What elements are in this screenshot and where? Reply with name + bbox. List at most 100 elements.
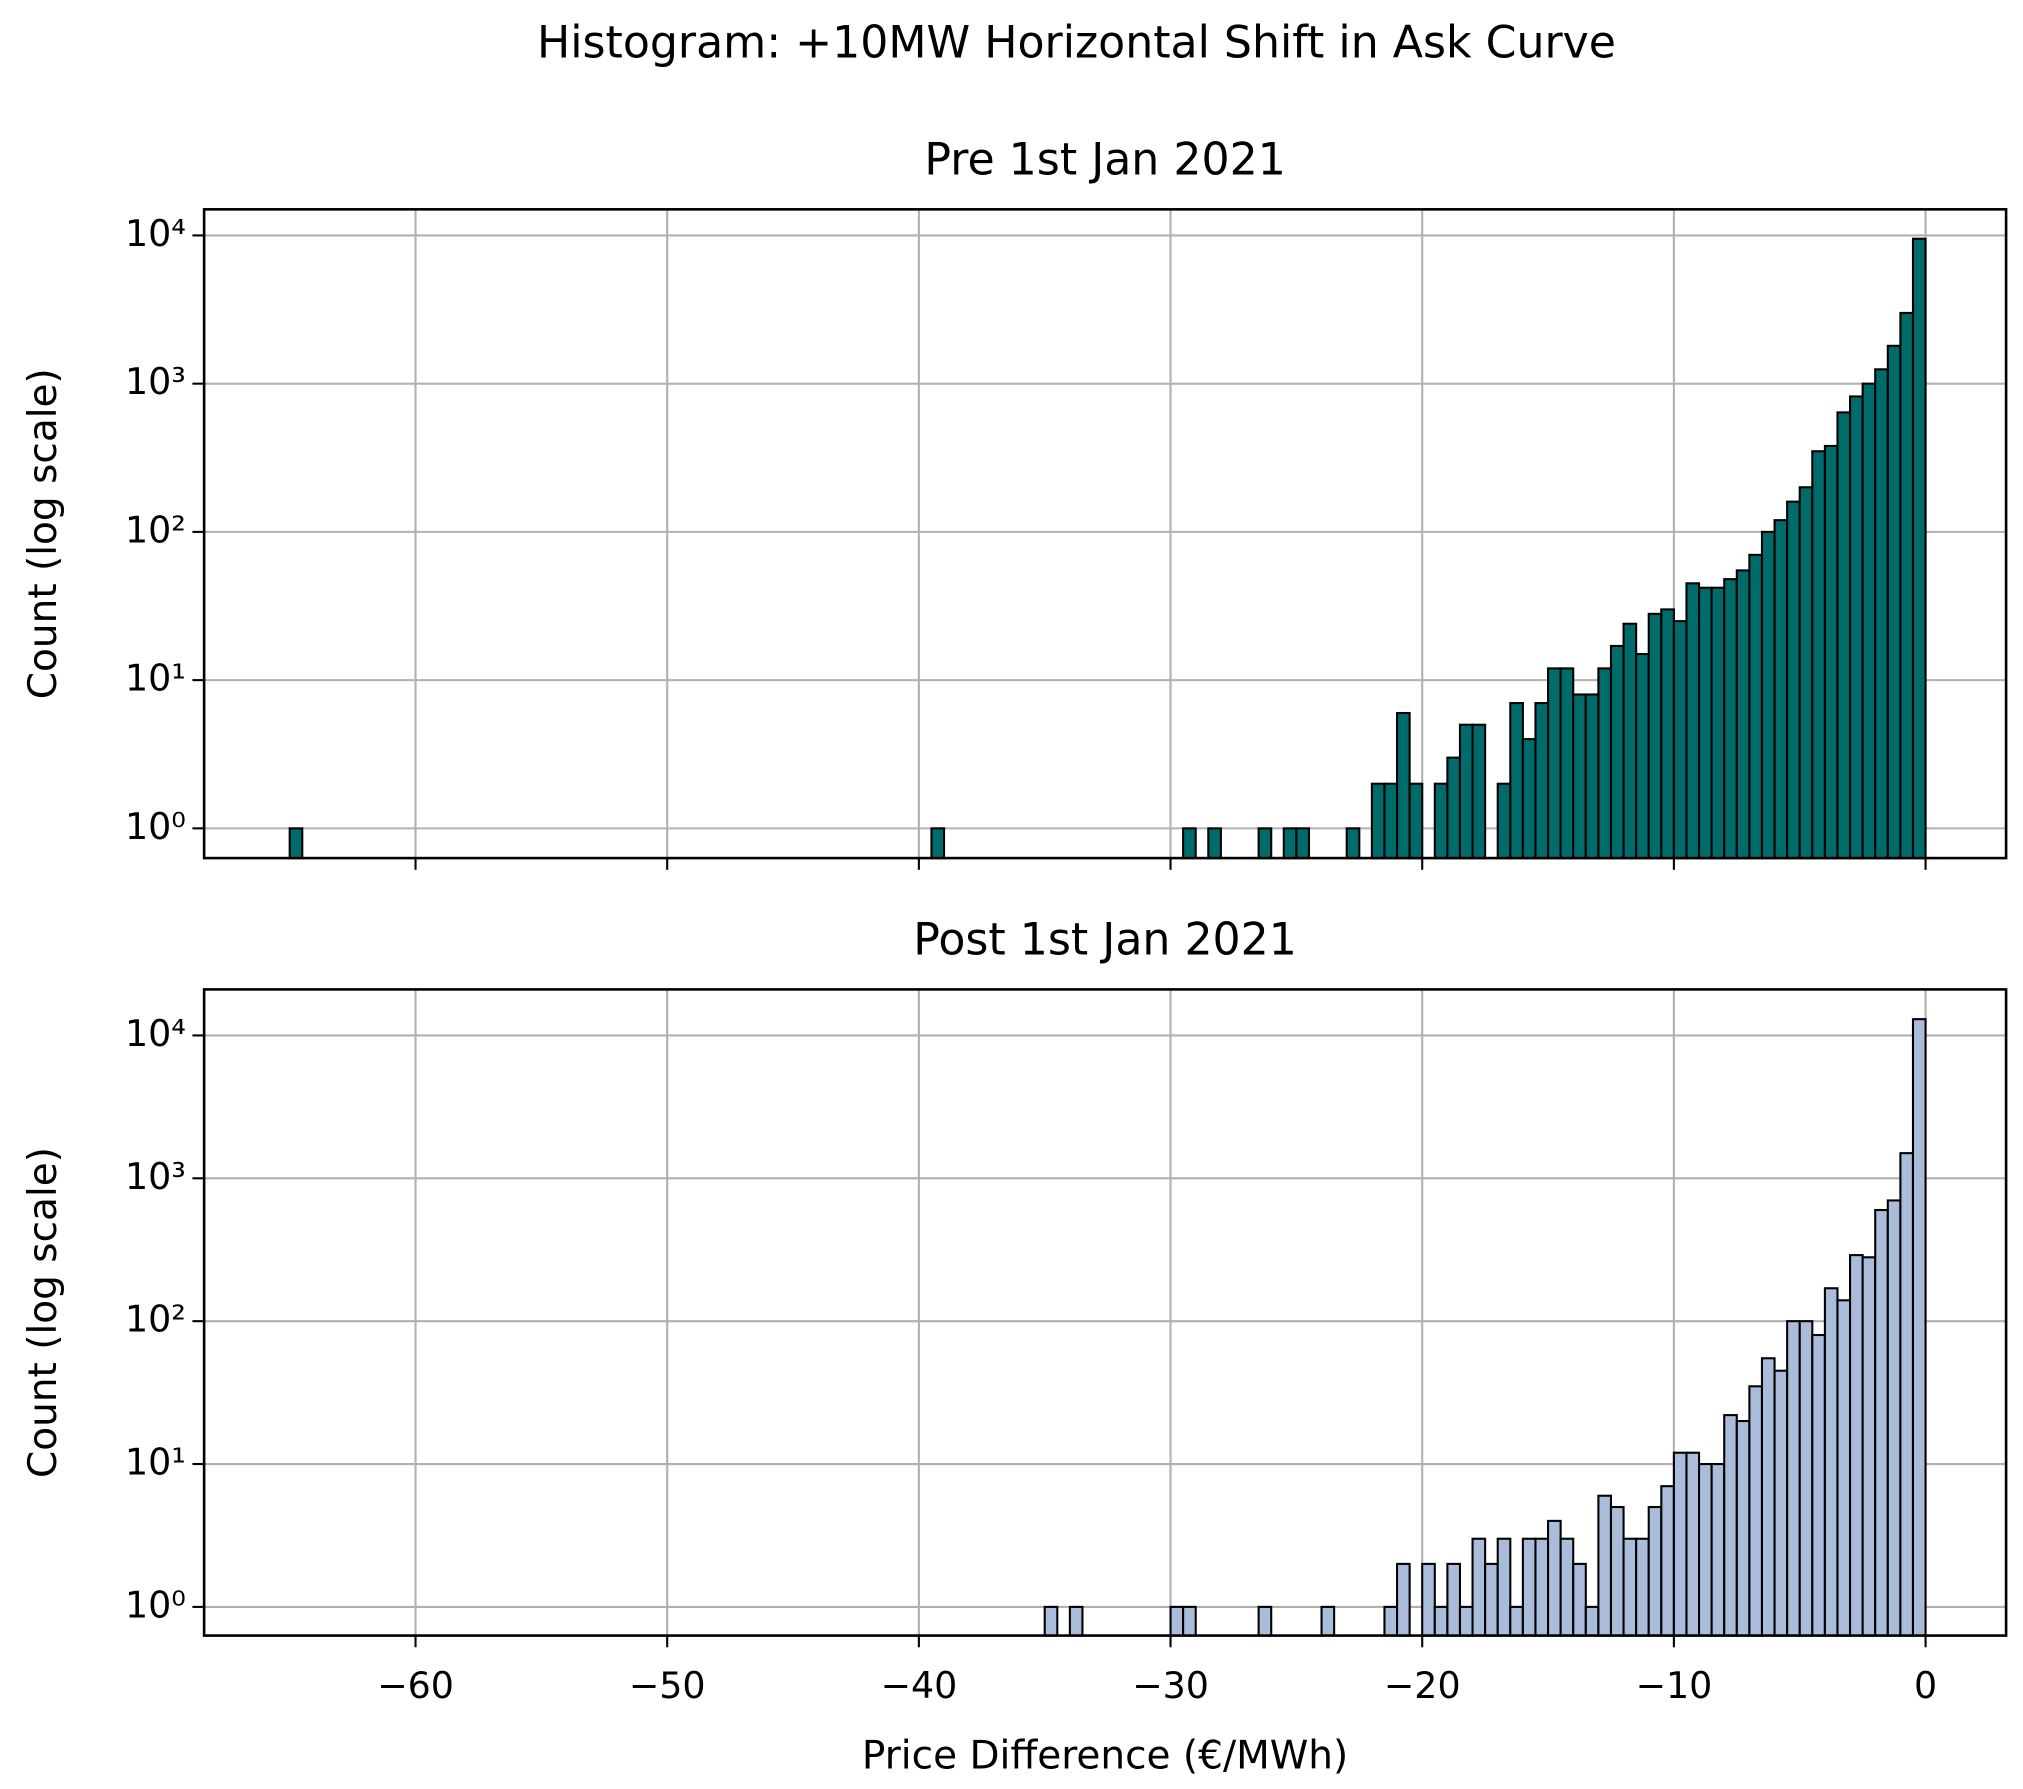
histogram-bar	[1547, 1519, 1562, 1637]
histogram-bar	[1660, 608, 1675, 860]
histogram-bar	[1861, 382, 1877, 860]
histogram-bar	[1911, 237, 1927, 860]
histogram-bar	[1433, 782, 1449, 860]
histogram-bar	[1396, 711, 1411, 860]
x-tick-label: 0	[1914, 1664, 1937, 1707]
histogram-bar	[1660, 1485, 1675, 1637]
panel-title: Post 1st Jan 2021	[913, 915, 1297, 966]
histogram-bar	[1748, 553, 1764, 860]
histogram-bar	[1849, 395, 1864, 860]
x-tick-label: −40	[880, 1664, 957, 1707]
x-tick-label: −10	[1635, 1664, 1712, 1707]
histogram-bar	[288, 827, 304, 860]
histogram-bar	[1672, 1451, 1688, 1637]
histogram-bar	[1433, 1605, 1449, 1637]
histogram-bar	[1320, 1605, 1336, 1637]
histogram-bar	[1408, 782, 1424, 860]
histogram-bar	[1446, 756, 1462, 860]
axes-frame	[202, 208, 2008, 860]
histogram-bar	[1584, 693, 1600, 860]
x-tick-label: −30	[1132, 1664, 1209, 1707]
histogram-bar	[1609, 1506, 1625, 1637]
y-tick-label: 10¹	[125, 657, 186, 700]
histogram-bar	[1484, 1562, 1499, 1637]
y-tick-label: 10⁴	[125, 1012, 186, 1055]
histogram-bar	[1899, 311, 1915, 860]
histogram-bar	[1836, 411, 1852, 860]
histogram-bar	[1421, 1562, 1436, 1637]
histogram-bar	[1849, 1254, 1864, 1637]
axes-frame	[202, 988, 2008, 1637]
histogram-bar	[930, 827, 946, 860]
x-tick-label: −50	[629, 1664, 706, 1707]
histogram-bar	[1471, 723, 1487, 860]
y-tick-label: 10³	[125, 360, 186, 403]
histogram-bar	[1773, 1369, 1789, 1637]
histogram-bar	[1685, 582, 1701, 860]
histogram-bar	[1698, 1463, 1713, 1637]
histogram-bar	[1823, 1287, 1839, 1637]
histogram-bar	[1635, 652, 1650, 860]
histogram-bar	[1899, 1152, 1915, 1637]
histogram-bar	[1509, 702, 1524, 860]
y-tick-label: 10⁴	[125, 212, 186, 255]
histogram-bar	[1496, 1537, 1512, 1637]
histogram-bar	[1723, 578, 1738, 860]
histogram-bar	[1773, 519, 1789, 860]
y-tick-label: 10⁰	[125, 1583, 186, 1626]
histogram-bar	[1811, 450, 1826, 860]
histogram-bar	[1622, 1537, 1638, 1637]
y-tick-label: 10²	[125, 508, 186, 551]
panel-title: Pre 1st Jan 2021	[924, 135, 1285, 186]
histogram-bar	[1572, 693, 1587, 860]
histogram-bar	[1685, 1451, 1701, 1637]
histogram-bar	[1647, 612, 1663, 860]
histogram-bar	[1874, 1208, 1889, 1637]
histogram-bar	[1257, 1605, 1273, 1637]
histogram-bar	[1370, 782, 1386, 860]
histogram-bar	[1521, 1537, 1537, 1637]
histogram-bar	[1521, 738, 1537, 860]
histogram-bar	[1383, 782, 1399, 860]
histogram-bar	[1182, 1605, 1197, 1637]
histogram-bar	[1723, 1414, 1738, 1637]
y-tick-label: 10³	[125, 1155, 186, 1198]
histogram-bar	[1169, 1605, 1185, 1637]
histogram-bar	[1182, 827, 1197, 860]
histogram-bar	[1698, 586, 1713, 860]
figure-title: Histogram: +10MW Horizontal Shift in Ask…	[537, 18, 1616, 69]
histogram-bar	[1597, 1494, 1613, 1637]
histogram-bar	[1547, 667, 1562, 860]
histogram-bar	[1257, 827, 1273, 860]
histogram-bar	[1471, 1537, 1487, 1637]
histogram-bar	[1559, 1537, 1575, 1637]
histogram-bar	[1383, 1605, 1399, 1637]
histogram-bar	[1446, 1562, 1462, 1637]
histogram-bar	[1295, 827, 1311, 860]
histogram-bar	[1760, 1357, 1776, 1637]
histogram-bar	[1735, 569, 1751, 860]
histogram-bar	[1282, 827, 1298, 860]
histogram-bar	[1635, 1537, 1650, 1637]
histogram-bar	[1647, 1506, 1663, 1637]
histogram-bar	[1748, 1385, 1764, 1637]
histogram-bar	[1496, 782, 1512, 860]
y-tick-label: 10¹	[125, 1441, 186, 1484]
histogram-bar	[1886, 1199, 1902, 1637]
histogram-bar	[1345, 827, 1361, 860]
histogram-bar	[1609, 644, 1625, 860]
histogram-bar	[1798, 486, 1814, 860]
histogram-bar	[1534, 1537, 1550, 1637]
histogram-bar	[1458, 723, 1474, 860]
histogram-bar	[1622, 622, 1638, 860]
y-tick-label: 10²	[125, 1298, 186, 1341]
histogram-bar	[1458, 1605, 1474, 1637]
histogram-bar	[1509, 1605, 1524, 1637]
histogram-bar	[1861, 1256, 1877, 1637]
histogram-bar	[1597, 667, 1613, 860]
histogram-bar	[1798, 1320, 1814, 1637]
y-axis-label: Count (log scale)	[21, 1147, 66, 1478]
histogram-bar	[1874, 368, 1889, 860]
y-tick-label: 10⁰	[125, 805, 186, 848]
